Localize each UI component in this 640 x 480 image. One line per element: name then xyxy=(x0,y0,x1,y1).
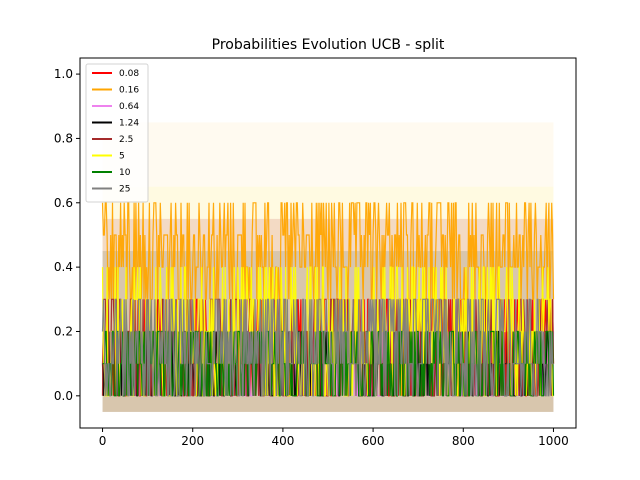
y-axis-ticks: 0.0 0.2 0.4 0.6 0.8 1.0 xyxy=(54,67,80,403)
legend-label: 10 xyxy=(119,168,131,178)
y-tick-label: 0.0 xyxy=(54,389,73,403)
series-line-0.16 xyxy=(101,202,555,300)
legend-label: 25 xyxy=(119,185,130,195)
legend-box xyxy=(85,63,149,203)
legend: 0.08 0.16 0.64 1.24 2.5 5 10 25 xyxy=(85,63,149,203)
y-tick-label: 1.0 xyxy=(54,67,73,81)
x-tick-label: 200 xyxy=(181,434,204,448)
legend-label: 5 xyxy=(119,152,125,162)
y-tick-label: 0.4 xyxy=(54,260,73,274)
legend-label: 1.24 xyxy=(119,119,139,129)
y-tick-label: 0.2 xyxy=(54,324,73,338)
legend-label: 2.5 xyxy=(119,135,133,145)
legend-label: 0.64 xyxy=(119,102,139,112)
series-lines xyxy=(101,202,555,397)
chart-title: Probabilities Evolution UCB - split xyxy=(212,37,445,53)
y-tick-label: 0.8 xyxy=(54,131,73,145)
plot-frame xyxy=(79,57,577,429)
y-tick-label: 0.6 xyxy=(54,196,73,210)
x-tick-label: 600 xyxy=(362,434,385,448)
x-tick-label: 800 xyxy=(452,434,475,448)
x-tick-label: 1000 xyxy=(538,434,569,448)
x-axis-ticks: 0 200 400 600 800 1000 xyxy=(99,428,569,448)
x-tick-label: 400 xyxy=(271,434,294,448)
legend-label: 0.08 xyxy=(119,69,139,79)
series-line-25 xyxy=(101,298,554,397)
x-tick-label: 0 xyxy=(99,434,107,448)
legend-label: 0.16 xyxy=(119,86,139,96)
